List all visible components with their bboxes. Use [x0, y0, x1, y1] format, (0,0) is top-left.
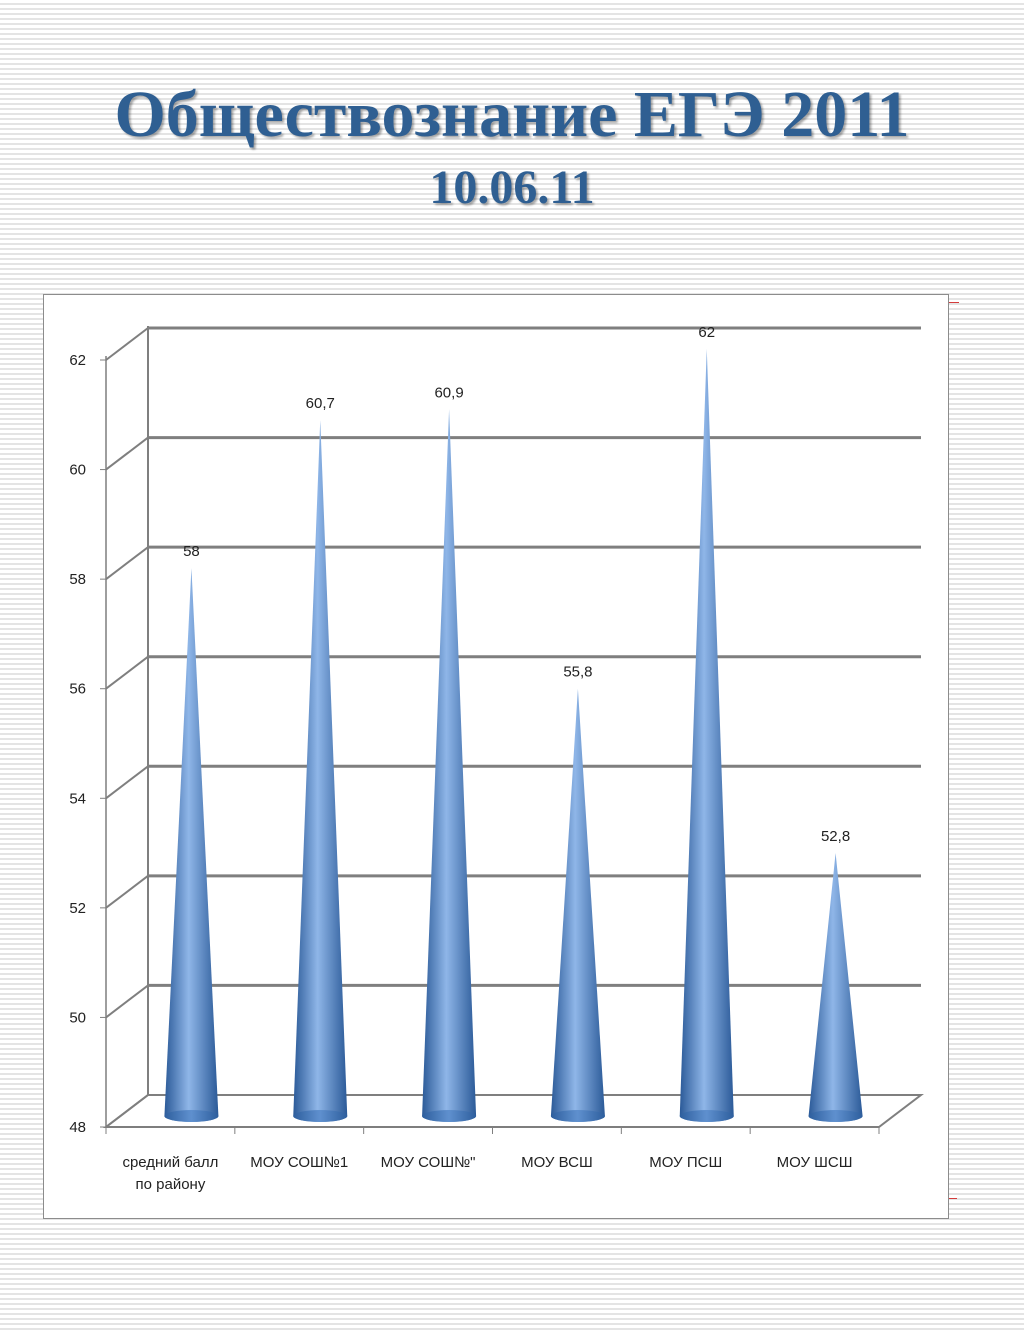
- cone-base: [164, 1110, 219, 1122]
- x-tick-label: МОУ ПСШ: [649, 1154, 722, 1171]
- data-label: 60,9: [434, 384, 463, 401]
- x-tick-label: МОУ ШСШ: [777, 1154, 853, 1171]
- y-tick-label: 54: [69, 790, 86, 807]
- cone-bar: [808, 853, 863, 1122]
- chart-floor: [103, 1094, 924, 1128]
- x-tick-label: МОУ СОШ№": [381, 1154, 476, 1171]
- cone-bar: [293, 420, 348, 1122]
- data-label: 55,8: [563, 664, 592, 681]
- x-tick-label-line: по району: [136, 1176, 206, 1193]
- gridline-connector: [105, 655, 149, 690]
- data-label: 52,8: [821, 828, 850, 845]
- cone-base: [550, 1110, 605, 1122]
- y-tick-label: 48: [69, 1119, 86, 1136]
- x-tick-label-line: средний балл: [122, 1154, 218, 1171]
- slide-title: Обществознание ЕГЭ 2011: [114, 78, 910, 151]
- x-tick-label-line: МОУ СОШ№": [381, 1154, 476, 1171]
- x-tick-label-line: МОУ ШСШ: [777, 1154, 853, 1171]
- y-tick-label: 50: [69, 1009, 86, 1026]
- x-tick-label: МОУ СОШ№1: [250, 1154, 348, 1171]
- gridline-connector: [105, 875, 149, 909]
- gridline-connector: [105, 546, 149, 580]
- cone-base: [293, 1110, 348, 1122]
- cone-body: [550, 688, 605, 1122]
- cone-body: [164, 568, 219, 1122]
- chart-panel: 48 50 52 54 56 58 60 62 58 средний балл по району…: [43, 294, 949, 1219]
- cone-body: [679, 349, 734, 1122]
- gridline-connector: [105, 436, 149, 471]
- y-tick-label: 58: [69, 571, 86, 588]
- cone-bar-chart: 48 50 52 54 56 58 60 62 58 средний балл по району…: [69, 324, 924, 1193]
- x-tick-label-line: МОУ ВСШ: [521, 1154, 593, 1171]
- x-tick-label: средний балл по району: [122, 1154, 218, 1193]
- cone-bar: [679, 349, 734, 1122]
- cone-bar: [550, 688, 605, 1122]
- y-tick-label: 60: [69, 462, 86, 479]
- cone-base: [679, 1110, 734, 1122]
- y-tick-label: 52: [69, 900, 86, 917]
- data-label: 60,7: [306, 395, 335, 412]
- slide-edge-marker: [949, 1198, 957, 1199]
- gridline-connector: [105, 327, 149, 361]
- cone-bar: [164, 568, 219, 1122]
- data-label: 58: [183, 543, 200, 560]
- cone-base: [422, 1110, 477, 1122]
- cone-body: [808, 853, 863, 1122]
- gridline-connector: [105, 765, 149, 800]
- cone-bar: [422, 409, 477, 1122]
- y-tick-label: 62: [69, 352, 86, 369]
- gridline-connector: [105, 984, 149, 1019]
- slide-edge-marker: [949, 302, 959, 303]
- slide-subtitle: 10.06.11: [429, 161, 595, 214]
- x-tick-label-line: МОУ СОШ№1: [250, 1154, 348, 1171]
- data-label: 62: [698, 324, 715, 341]
- y-tick-label: 56: [69, 681, 86, 698]
- cone-body: [293, 420, 348, 1122]
- x-tick-label: МОУ ВСШ: [521, 1154, 593, 1171]
- cone-base: [808, 1110, 863, 1122]
- x-tick-label-line: МОУ ПСШ: [649, 1154, 722, 1171]
- cone-body: [422, 409, 477, 1122]
